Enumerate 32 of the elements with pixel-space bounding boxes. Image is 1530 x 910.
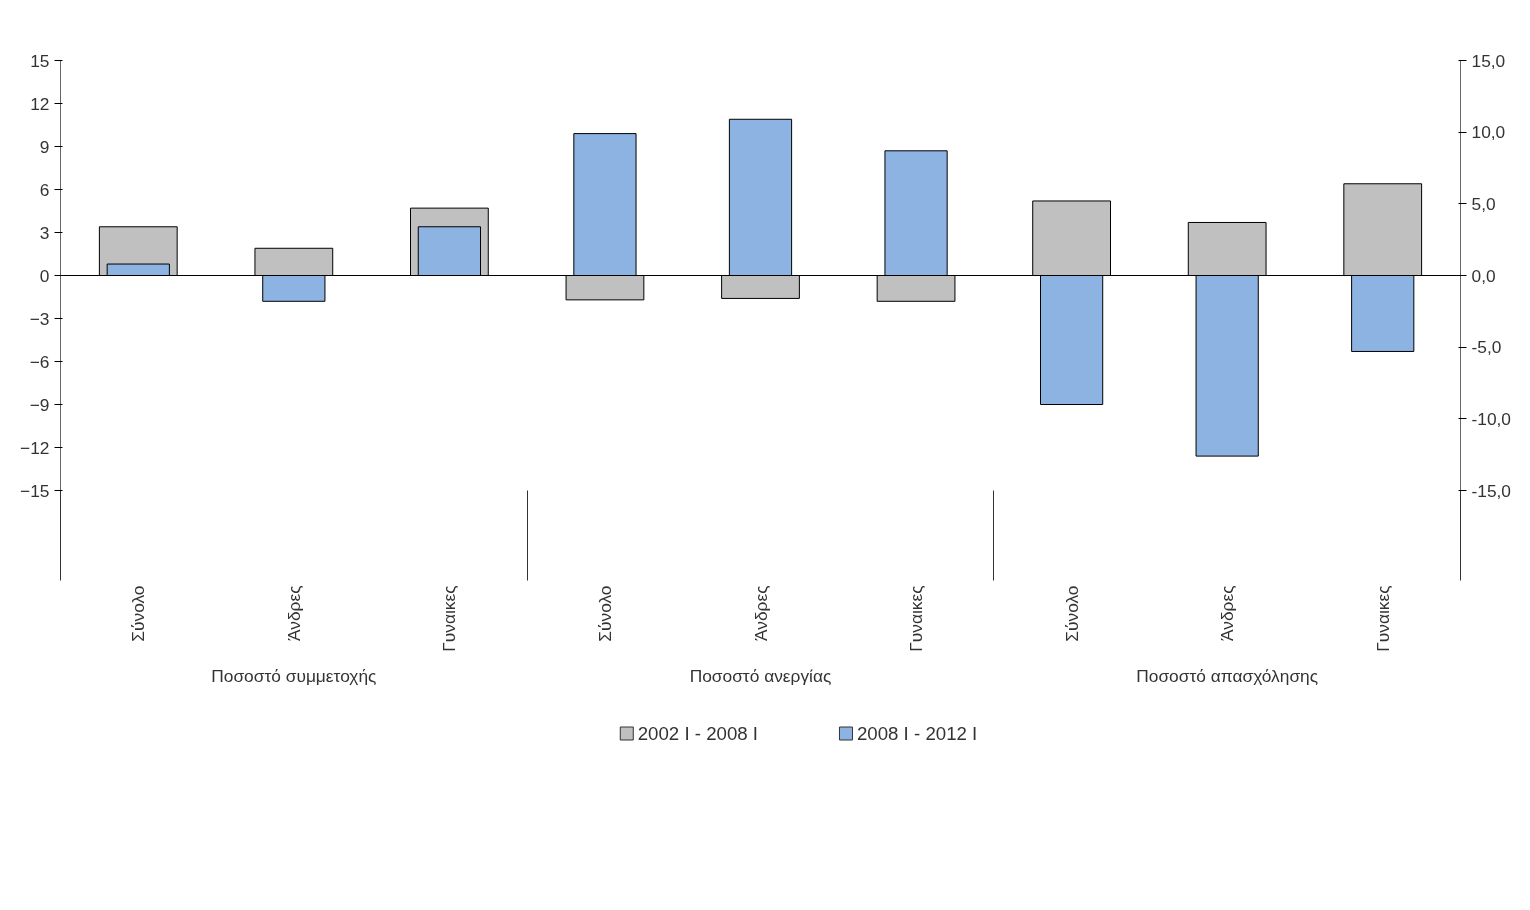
x-tick-label: Γυναικες [1372,585,1393,652]
text: Ποσοστό ανεργίας [689,665,832,686]
y-tick-label: −9 [29,394,50,415]
y-tick-label: −6 [29,351,50,372]
x-tick-label: Γυναικες [906,585,927,652]
y-tick-label: 6 [39,179,50,200]
y2-tick-label: 10,0 [1471,122,1506,143]
text: Ποσοστό απασχόλησης [1136,665,1319,686]
x-tick-label: Γυναικες [439,585,460,652]
y-tick-label: −15 [20,480,50,501]
y-tick-label: 15 [30,50,50,71]
y2-tick-label: -15,0 [1471,480,1511,501]
y2-tick-label: -10,0 [1471,408,1511,429]
y-tick-label: 3 [39,222,50,243]
y-tick-label: −12 [20,437,50,458]
y-tick-label: 12 [30,93,50,114]
y2-tick-label: 5,0 [1471,193,1496,214]
legend-label: 2002 I - 2008 I [637,723,759,744]
y-tick-label: −3 [29,308,50,329]
y2-tick-label: 0,0 [1471,265,1496,286]
y-tick-label: 0 [39,265,50,286]
y2-tick-label: -5,0 [1471,337,1502,358]
x-tick-label: Άνδρες [750,585,771,641]
x-tick-label: Σύνολο [1061,585,1082,642]
y-tick-label: 9 [39,136,50,157]
y2-tick-label: 15,0 [1471,50,1506,71]
x-tick-label: Σύνολο [594,585,615,642]
x-tick-label: Άνδρες [283,585,304,641]
text: Ποσοστό συμμετοχής [211,665,377,686]
x-tick-label: Σύνολο [128,585,149,642]
x-tick-label: Άνδρες [1217,585,1238,641]
legend-label: 2008 I - 2012 I [856,723,978,744]
